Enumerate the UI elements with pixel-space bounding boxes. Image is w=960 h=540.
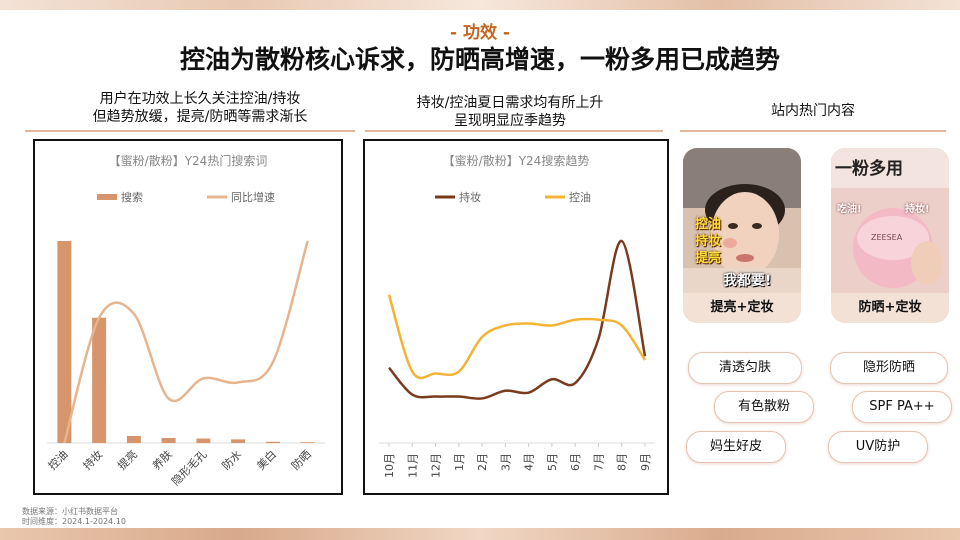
tag-pill-6[interactable]: UV防护 (828, 431, 928, 463)
x-tick-防晒: 防晒 (288, 447, 313, 472)
x-tick-控油: 控油 (45, 447, 70, 472)
x-tick-12月: 12月 (430, 453, 443, 478)
hot-content-card-1[interactable]: 控油 持妆 提亮 我都要! 提亮+定妆 (683, 148, 801, 323)
card-1-caption: 提亮+定妆 (683, 293, 801, 323)
x-tick-10月: 10月 (383, 453, 396, 478)
left-title-line-1: 用户在功效上长久关注控油/持妆 (99, 91, 301, 107)
card-2-caption: 防晒+定妆 (831, 293, 949, 323)
middle-column-title: 持妆/控油夏日需求均有所上升 呈现明显应季趋势 (355, 94, 665, 130)
card-2-brand: ZEESEA (871, 233, 903, 242)
legend-label-持妆: 持妆 (459, 190, 481, 204)
bar-防水 (231, 439, 246, 443)
card-1-banner: 我都要! (723, 273, 772, 289)
card-2-tag-2: 持妆! (905, 204, 930, 215)
middle-title-rule (365, 130, 663, 132)
middle-title-line-2: 呈现明显应季趋势 (454, 113, 566, 129)
x-tick-3月: 3月 (499, 453, 512, 471)
legend-bar-swatch (97, 194, 117, 200)
bottom-decor-bar (0, 528, 960, 540)
left-chart-panel: 【蜜粉/散粉】Y24热门搜索词搜索 同比增速控油 持妆 提亮 养肤 隐形毛孔 防水 美白 防晒 (33, 139, 343, 495)
x-tick-6月: 6月 (569, 453, 582, 471)
x-tick-8月: 8月 (616, 453, 629, 471)
chart-1-title: 【蜜粉/散粉】Y24热门搜索词 (109, 153, 268, 168)
legend-bar-label: 搜索 (121, 190, 143, 204)
middle-chart-panel: 【蜜粉/散粉】Y24搜索趋势持妆 控油 10月 11月 12月 1月 2月 3月 4月 5月 6月 7… (363, 139, 669, 495)
section-tag: - 功效 - (450, 23, 510, 43)
x-tick-持妆: 持妆 (80, 447, 105, 472)
x-tick-1月: 1月 (453, 453, 466, 471)
card-2-illustration (831, 148, 949, 293)
growth-line (63, 240, 309, 444)
tag-pill-3[interactable]: 有色散粉 (714, 391, 814, 423)
card-2-overlay-top: 一粉多用 (835, 159, 903, 179)
bar-美白 (265, 441, 280, 443)
x-tick-9月: 9月 (639, 453, 652, 471)
tag-pill-2[interactable]: 隐形防晒 (830, 352, 948, 384)
tag-pill-4[interactable]: SPF PA++ (852, 391, 952, 423)
page-headline: 控油为散粉核心诉求，防晒高增速，一粉多用已成趋势 (179, 45, 780, 74)
bar-持妆 (92, 317, 107, 443)
right-column-title: 站内热门内容 (771, 103, 855, 119)
card-1-overlay-1: 控油 (694, 217, 721, 232)
x-tick-提亮: 提亮 (115, 447, 140, 472)
middle-title-line-1: 持妆/控油夏日需求均有所上升 (416, 95, 604, 111)
right-title-rule (680, 130, 946, 132)
x-tick-7月: 7月 (592, 453, 605, 471)
chart-2-title: 【蜜粉/散粉】Y24搜索趋势 (443, 153, 590, 168)
card-1-illustration (683, 148, 801, 293)
card-1-overlay-text: 控油 持妆 提亮 (688, 216, 728, 267)
left-title-line-2: 但趋势放缓，提亮/防晒等需求渐长 (92, 109, 308, 125)
x-tick-养肤: 养肤 (149, 447, 174, 472)
x-tick-5月: 5月 (546, 453, 559, 471)
x-tick-美白: 美白 (254, 447, 279, 472)
top-decor-bar (0, 0, 960, 10)
bar-养肤 (161, 437, 176, 443)
x-tick-防水: 防水 (219, 447, 244, 472)
left-title-rule (25, 130, 355, 132)
data-source-line: 数据来源：小红书数据平台 (22, 507, 118, 516)
hot-content-card-2[interactable]: 一粉多用 吃油! 持妆! ZEESEA 防晒+定妆 (831, 148, 949, 323)
bar-提亮 (126, 435, 141, 443)
bar-防晒 (300, 442, 315, 443)
x-tick-隐形毛孔: 隐形毛孔 (169, 448, 209, 488)
x-tick-11月: 11月 (406, 453, 419, 478)
legend-label-控油: 控油 (569, 190, 591, 204)
tag-pill-5[interactable]: 妈生好皮 (686, 431, 786, 463)
x-tick-2月: 2月 (476, 453, 489, 471)
data-source-note: 数据来源：小红书数据平台 时间维度：2024.1-2024.10 (22, 507, 126, 527)
left-column-title: 用户在功效上长久关注控油/持妆 但趋势放缓，提亮/防晒等需求渐长 (30, 90, 370, 126)
time-range-line: 时间维度：2024.1-2024.10 (22, 517, 126, 526)
card-1-overlay-2: 持妆 (694, 234, 721, 249)
legend-line-label: 同比增速 (231, 190, 275, 204)
x-tick-4月: 4月 (523, 453, 536, 471)
card-2-tag-1: 吃油! (837, 204, 862, 215)
card-1-overlay-3: 提亮 (694, 251, 721, 266)
tag-pill-1[interactable]: 清透匀肤 (688, 352, 802, 384)
bar-隐形毛孔 (196, 438, 211, 443)
bar-控油 (57, 241, 72, 443)
series-line-持妆 (388, 239, 647, 400)
series-line-控油 (387, 294, 647, 380)
